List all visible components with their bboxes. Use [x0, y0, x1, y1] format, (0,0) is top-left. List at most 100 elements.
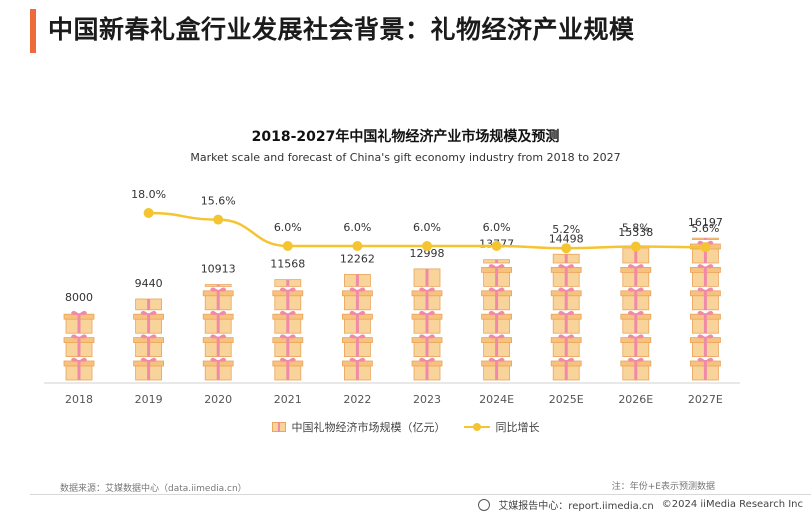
gift-ribbon [703, 289, 707, 310]
gift-ribbon [216, 336, 220, 357]
gift-ribbon [564, 289, 568, 310]
gift-bow-icon [140, 310, 157, 315]
gift-ribbon [634, 360, 638, 380]
gift-ribbon [286, 289, 290, 310]
growth-point-2025E [561, 243, 572, 254]
x-tick-label: 2018 [65, 393, 93, 406]
x-tick-label: 2024E [479, 393, 514, 406]
x-tick-label: 2023 [413, 393, 441, 406]
bar-2019 [133, 298, 165, 381]
gift-bow-icon [210, 310, 227, 315]
title-accent-bar [30, 9, 36, 53]
gift-ribbon [703, 313, 707, 334]
gift-ribbon [495, 360, 499, 380]
legend-label-yoy-growth: 同比增长 [495, 421, 540, 434]
legend-item-market-scale: 中国礼物经济市场规模（亿元） [271, 419, 446, 435]
gift-ribbon [147, 299, 151, 310]
footer-credits: 艾媒报告中心：report.iimedia.cn ©2024 iiMedia R… [478, 497, 803, 512]
bar-2025E [550, 253, 582, 381]
gift-bow-icon [349, 357, 366, 362]
growth-point-2026E [630, 241, 641, 252]
gift-bow-icon [279, 334, 296, 339]
gift-bow-icon [419, 334, 435, 339]
x-tick-label: 2026E [618, 393, 653, 406]
gift-bow-icon [488, 310, 505, 315]
bar-value-label: 10913 [201, 263, 236, 276]
gift-ribbon [634, 247, 638, 263]
x-tick-label: 2020 [204, 393, 232, 406]
gift-bow-icon [697, 310, 714, 315]
bar-2020 [202, 284, 234, 381]
chart-subtitle: Market scale and forecast of China's gif… [190, 151, 621, 164]
gift-bow-icon [488, 264, 505, 269]
gift-ribbon [564, 266, 568, 287]
gift-ribbon [495, 259, 499, 263]
gift-ribbon [425, 360, 429, 380]
x-tick-label: 2021 [274, 393, 302, 406]
gift-ribbon [495, 289, 499, 310]
bar-value-label: 8000 [65, 291, 93, 304]
growth-value-label: 6.0% [413, 221, 441, 234]
gift-ribbon [286, 336, 290, 357]
bar-2023 [411, 268, 443, 381]
iimedia-logo-icon [478, 498, 491, 511]
gift-bow-icon [558, 264, 575, 269]
growth-value-label: 18.0% [131, 188, 166, 201]
gift-bow-icon [71, 334, 87, 339]
x-tick-label: 2022 [343, 393, 371, 406]
gift-bow-icon [558, 310, 575, 315]
gift-bow-icon [210, 357, 227, 362]
bar-value-label: 12998 [410, 247, 445, 260]
gift-ribbon [286, 313, 290, 334]
gift-bow-icon [558, 357, 575, 362]
bar-value-label: 12262 [340, 252, 375, 265]
gift-bow-icon [349, 310, 366, 315]
gift-bow-icon [279, 357, 296, 362]
gift-bow-icon [697, 334, 714, 339]
gift-bow-icon [419, 357, 435, 362]
gift-ribbon [634, 313, 638, 334]
gift-ribbon [355, 274, 359, 287]
report-center-link[interactable]: 艾媒报告中心：report.iimedia.cn [498, 501, 654, 512]
gift-ribbon [564, 360, 568, 380]
page-title: 中国新春礼盒行业发展社会背景：礼物经济产业规模 [48, 15, 635, 44]
gift-bow-icon [627, 334, 644, 339]
gift-ribbon [355, 289, 359, 310]
gift-ribbon [564, 254, 568, 263]
gift-bow-icon [558, 287, 575, 292]
data-source: 数据来源：艾媒数据中心（data.iimedia.cn） [60, 484, 247, 494]
growth-point-2022 [352, 241, 363, 251]
growth-value-label: 6.0% [343, 221, 371, 234]
gift-ribbon [216, 284, 220, 287]
bar-value-label: 11568 [270, 258, 305, 271]
copyright: ©2024 iiMedia Research Inc [661, 499, 803, 510]
gift-bow-icon [210, 287, 227, 292]
growth-value-label: 5.2% [552, 223, 580, 236]
bar-2026E [620, 247, 652, 381]
gift-ribbon [703, 360, 707, 380]
gift-ribbon [355, 313, 359, 334]
gift-ribbon [286, 360, 290, 380]
gift-ribbon [495, 336, 499, 357]
gift-bow-icon [697, 357, 714, 362]
gift-ribbon [147, 360, 151, 380]
footer-divider [30, 494, 811, 495]
gift-bow-icon [627, 310, 644, 315]
gift-bow-icon [279, 287, 296, 292]
forecast-note: 注：年份+E表示预测数据 [611, 482, 715, 492]
gift-bow-icon [210, 334, 227, 339]
gift-bow-icon [697, 240, 714, 245]
x-tick-label: 2025E [549, 393, 584, 406]
legend-item-yoy-growth: 同比增长 [463, 419, 540, 435]
gift-bow-icon [627, 264, 644, 269]
gift-ribbon [355, 360, 359, 380]
gift-bow-icon [279, 310, 296, 315]
gift-ribbon [703, 336, 707, 357]
gift-bow-icon [697, 264, 714, 269]
gift-bow-icon [419, 287, 435, 292]
gift-bow-icon [71, 357, 87, 362]
growth-value-label: 15.6% [201, 195, 236, 208]
gift-bow-icon [488, 357, 505, 362]
bar-2027E [690, 237, 721, 381]
gift-ribbon [216, 360, 220, 380]
